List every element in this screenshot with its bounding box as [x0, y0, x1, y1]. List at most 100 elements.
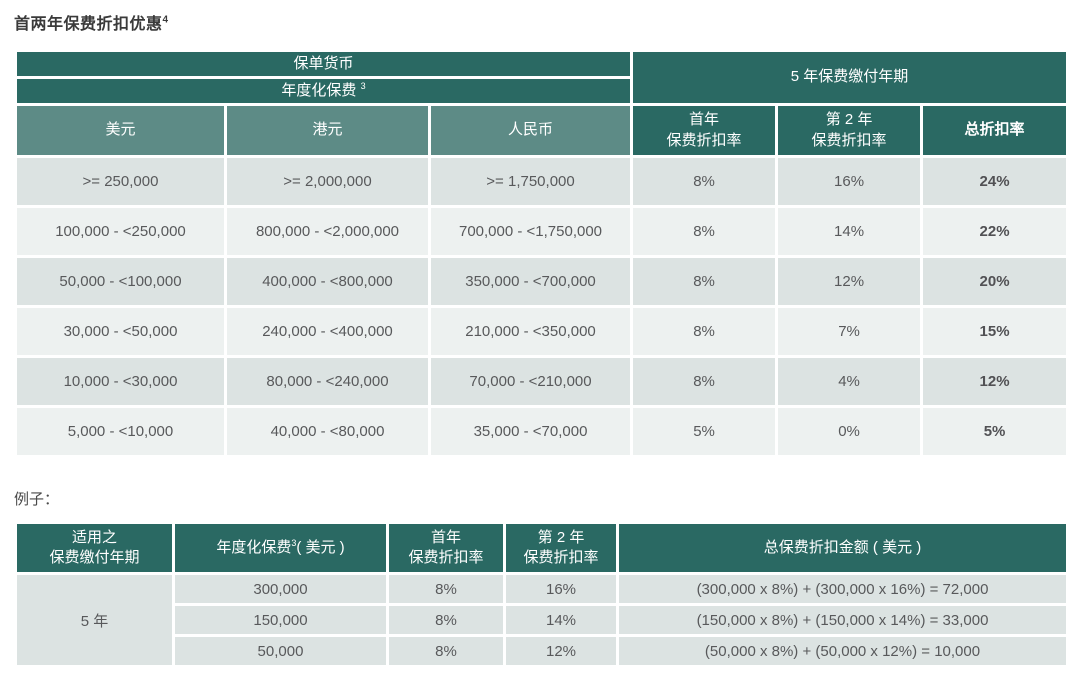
- usd-range-cell: 100,000 - <250,000: [14, 205, 227, 258]
- annualized-premium-footnote-marker: 3: [360, 81, 366, 92]
- header-year1-line2: 保费折扣率: [408, 549, 484, 566]
- header-year2-discount: 第 2 年保费折扣率: [503, 521, 619, 575]
- header-row-columns: 美元 港元 人民币 首年保费折扣率 第 2 年保费折扣率 总折扣率: [14, 103, 1070, 158]
- table-row: 5 年 300,000 8% 16% (300,000 x 8%) + (300…: [14, 572, 1069, 668]
- header-annualized-premium: 年度化保费 3: [13, 76, 634, 106]
- rmb-range-cell: 350,000 - <700,000: [427, 255, 634, 308]
- header-hkd: 港元: [224, 103, 431, 158]
- hkd-range-cell: 240,000 - <400,000: [224, 305, 431, 358]
- table-row: >= 250,000 >= 2,000,000 >= 1,750,000 8% …: [14, 155, 1070, 208]
- total-discount-cell: 22%: [920, 205, 1070, 258]
- year2-discount-cell: 4%: [775, 355, 924, 408]
- header-row-policy-currency: 保单货币 5 年保费缴付年期: [13, 49, 1070, 106]
- header-applicable-term-line2: 保费缴付年期: [49, 549, 140, 566]
- hkd-range-cell: 40,000 - <80,000: [224, 405, 431, 458]
- table-row: 100,000 - <250,000 800,000 - <2,000,000 …: [14, 205, 1070, 258]
- year2-discount-cell: 14%: [775, 205, 924, 258]
- example-label: 例子：: [14, 491, 60, 508]
- rmb-range-cell: 210,000 - <350,000: [427, 305, 634, 358]
- total-discount-cell: 24%: [920, 155, 1070, 208]
- header-payment-term: 5 年保费缴付年期: [630, 49, 1070, 106]
- header-usd: 美元: [14, 103, 227, 158]
- header-year1-discount: 首年 保费折扣率: [630, 103, 779, 158]
- header-rmb: 人民币: [427, 103, 634, 158]
- example-table-header: 适用之保费缴付年期 年度化保费3( 美元 ) 首年保费折扣率 第 2 年保费折扣…: [14, 521, 1069, 575]
- year1-discount-cell: 8%: [630, 305, 779, 358]
- page-title-text: 首两年保费折扣优惠: [14, 16, 163, 33]
- year2-discount-cell: 7%: [775, 305, 924, 358]
- usd-range-cell: 5,000 - <10,000: [14, 405, 227, 458]
- table-row: 30,000 - <50,000 240,000 - <400,000 210,…: [14, 305, 1070, 358]
- header-total-discount-amount: 总保费折扣金额 ( 美元 ): [616, 521, 1069, 575]
- premium-discount-table-body: >= 250,000 >= 2,000,000 >= 1,750,000 8% …: [14, 155, 1070, 458]
- page-title: 首两年保费折扣优惠4: [14, 10, 1066, 34]
- header-applicable-term-line1: 适用之: [71, 528, 117, 546]
- total-discount-cell: 5%: [920, 405, 1070, 458]
- table-row: 150,000 8% 14% (150,000 x 8%) + (150,000…: [16, 603, 1069, 637]
- table-row: 50,000 - <100,000 400,000 - <800,000 350…: [14, 255, 1070, 308]
- header-year2-line2: 保费折扣率: [811, 131, 887, 149]
- header-year2-line1: 第 2 年: [825, 111, 873, 129]
- year1-discount-cell: 8%: [630, 255, 779, 308]
- usd-range-cell: >= 250,000: [14, 155, 227, 208]
- header-year1-line1: 首年: [689, 111, 720, 129]
- year2-discount-cell: 0%: [775, 405, 924, 458]
- hkd-range-cell: >= 2,000,000: [224, 155, 431, 208]
- header-row-annualized-premium: 年度化保费 3: [13, 76, 1068, 106]
- year2-discount-cell: 16%: [503, 572, 619, 606]
- rmb-range-cell: 70,000 - <210,000: [427, 355, 634, 408]
- year2-discount-cell: 14%: [503, 603, 619, 637]
- year1-discount-cell: 8%: [386, 572, 506, 606]
- year1-discount-cell: 8%: [386, 634, 506, 668]
- table-row: 50,000 8% 12% (50,000 x 8%) + (50,000 x …: [16, 634, 1069, 668]
- year2-discount-cell: 12%: [775, 255, 924, 308]
- header-premium-text: 年度化保费: [216, 539, 292, 557]
- premium-footnote-marker: 3: [291, 538, 297, 549]
- hkd-range-cell: 800,000 - <2,000,000: [224, 205, 431, 258]
- usd-range-cell: 30,000 - <50,000: [14, 305, 227, 358]
- usd-range-cell: 50,000 - <100,000: [14, 255, 227, 308]
- header-year2-line1: 第 2 年: [537, 528, 585, 546]
- header-policy-currency: 保单货币: [13, 49, 634, 79]
- header-year1-line2: 保费折扣率: [666, 131, 742, 149]
- header-year1-line1: 首年: [430, 528, 461, 546]
- usd-range-cell: 10,000 - <30,000: [14, 355, 227, 408]
- header-annualized-premium-usd: 年度化保费3( 美元 ): [172, 521, 389, 575]
- header-premium-suffix: ( 美元 ): [296, 539, 345, 557]
- total-discount-cell: 12%: [920, 355, 1070, 408]
- header-applicable-term: 适用之 保费缴付年期: [14, 521, 175, 575]
- year1-discount-cell: 8%: [630, 205, 779, 258]
- rmb-range-cell: >= 1,750,000: [427, 155, 634, 208]
- table-row: 10,000 - <30,000 80,000 - <240,000 70,00…: [14, 355, 1070, 408]
- year1-discount-cell: 5%: [630, 405, 779, 458]
- title-footnote-marker: 4: [162, 14, 169, 26]
- premium-cell: 300,000: [172, 572, 389, 606]
- example-header-row: 适用之保费缴付年期 年度化保费3( 美元 ) 首年保费折扣率 第 2 年保费折扣…: [14, 521, 1069, 575]
- premium-cell: 50,000: [172, 634, 389, 668]
- premium-discount-table: 保单货币 5 年保费缴付年期 年度化保费 3 美元 港元 人民币 首年保费折扣率…: [13, 49, 1070, 458]
- header-year2-line2: 保费折扣率: [523, 549, 599, 566]
- formula-cell: (150,000 x 8%) + (150,000 x 14%) = 33,00…: [616, 603, 1069, 637]
- header-year1-discount: 首年 保费折扣率: [386, 521, 506, 575]
- example-table-body: 5 年 300,000 8% 16% (300,000 x 8%) + (300…: [14, 572, 1069, 668]
- rmb-range-cell: 35,000 - <70,000: [427, 405, 634, 458]
- total-discount-cell: 15%: [920, 305, 1070, 358]
- header-annualized-premium-text: 年度化保费: [281, 82, 357, 100]
- total-discount-cell: 20%: [920, 255, 1070, 308]
- premium-cell: 150,000: [172, 603, 389, 637]
- payment-term-cell: 5 年: [14, 572, 175, 668]
- year1-discount-cell: 8%: [630, 155, 779, 208]
- formula-cell: (50,000 x 8%) + (50,000 x 12%) = 10,000: [616, 634, 1069, 668]
- rmb-range-cell: 700,000 - <1,750,000: [427, 205, 634, 258]
- year1-discount-cell: 8%: [386, 603, 506, 637]
- header-year2-discount: 第 2 年保费折扣率: [775, 103, 924, 158]
- formula-cell: (300,000 x 8%) + (300,000 x 16%) = 72,00…: [616, 572, 1069, 606]
- year2-discount-cell: 16%: [775, 155, 924, 208]
- premium-discount-table-header: 保单货币 5 年保费缴付年期 年度化保费 3 美元 港元 人民币 首年保费折扣率…: [13, 49, 1070, 158]
- year2-discount-cell: 12%: [503, 634, 619, 668]
- year1-discount-cell: 8%: [630, 355, 779, 408]
- header-total-discount: 总折扣率: [920, 103, 1070, 158]
- hkd-range-cell: 400,000 - <800,000: [224, 255, 431, 308]
- table-row: 5,000 - <10,000 40,000 - <80,000 35,000 …: [14, 405, 1070, 458]
